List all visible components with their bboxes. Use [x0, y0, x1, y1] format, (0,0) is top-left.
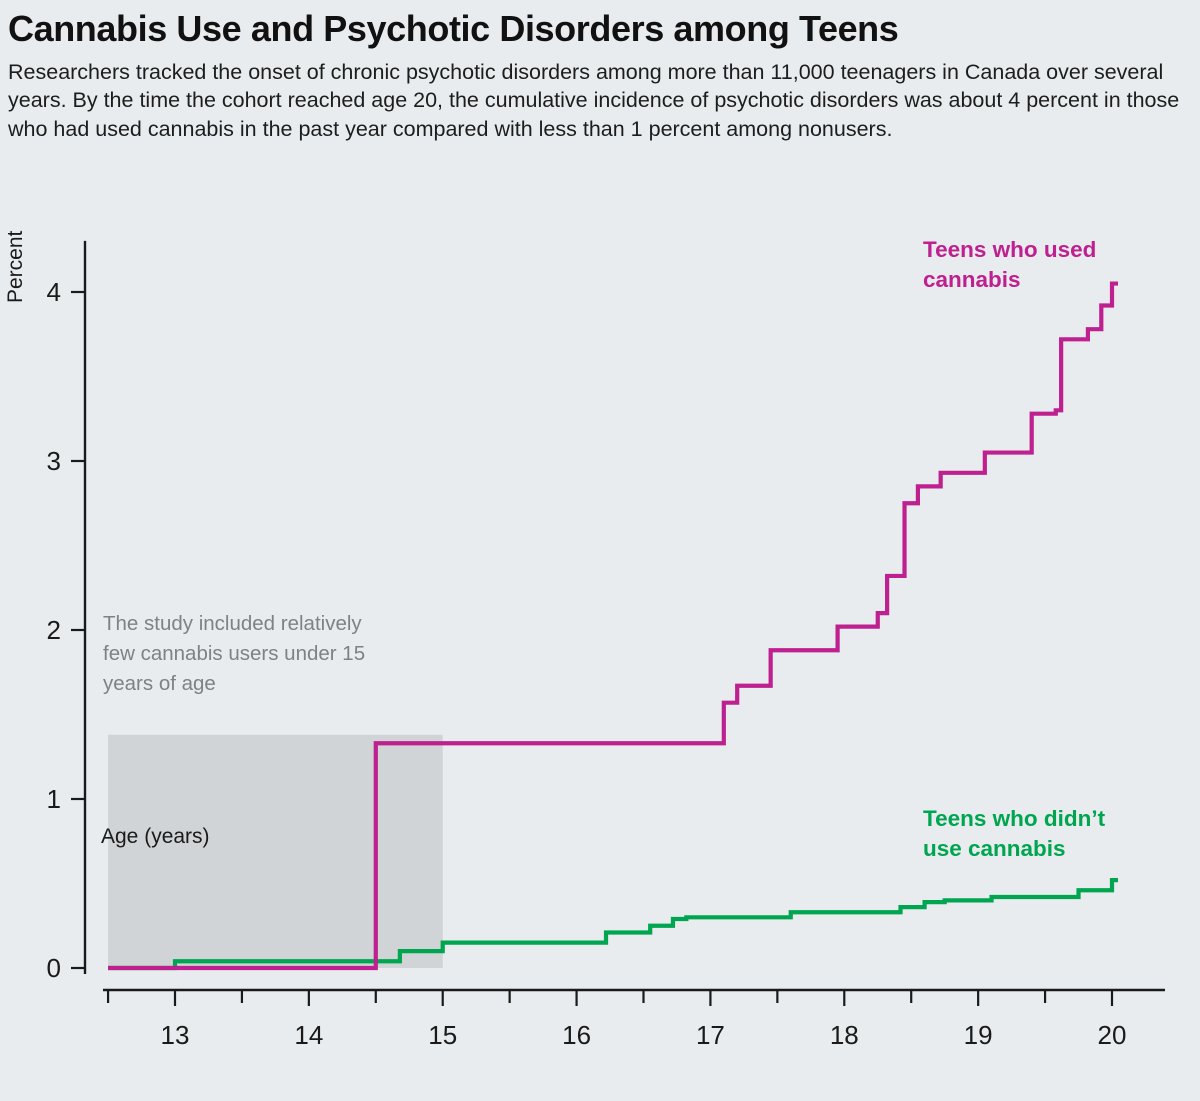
x-tick-label: 18	[830, 1020, 859, 1050]
x-axis-ticks	[106, 990, 1114, 1006]
y-axis-tick-labels: 0 1 2 3 4	[47, 277, 61, 983]
shaded-region-under-15	[108, 734, 443, 968]
x-tick-label: 15	[428, 1020, 457, 1050]
chart-header: Cannabis Use and Psychotic Disorders amo…	[8, 10, 1200, 144]
x-tick-label: 20	[1098, 1020, 1127, 1050]
y-tick-label: 0	[47, 953, 61, 983]
chart-svg: 0 1 2 3 4 13 14 15 16 17 18 19 20 Percent Age (year…	[4, 230, 1165, 1050]
annotation-note-line2: few cannabis users under 15	[103, 642, 365, 665]
y-tick-label: 3	[47, 446, 61, 476]
y-tick-label: 1	[47, 784, 61, 814]
x-tick-label: 14	[294, 1020, 323, 1050]
y-tick-label: 2	[47, 615, 61, 645]
x-tick-label: 16	[562, 1020, 591, 1050]
legend-label-cannabis-line2: cannabis	[923, 267, 1021, 292]
legend-label-no-cannabis-line1: Teens who didn’t	[923, 806, 1106, 831]
y-axis-ticks	[71, 290, 85, 970]
legend-label-cannabis-line1: Teens who used	[923, 237, 1096, 262]
annotation-note-line1: The study included relatively	[103, 612, 362, 635]
series-line-cannabis	[108, 281, 1118, 971]
chart-plot-area: 0 1 2 3 4 13 14 15 16 17 18 19 20 Percent Age (year…	[0, 218, 1200, 1101]
chart-subtitle: Researchers tracked the onset of chronic…	[8, 59, 1180, 141]
x-tick-label: 13	[161, 1020, 190, 1050]
x-axis-label: Age (years)	[101, 825, 210, 848]
x-axis-tick-labels: 13 14 15 16 17 18 19 20	[161, 1020, 1127, 1050]
legend-label-no-cannabis-line2: use cannabis	[923, 836, 1066, 861]
y-tick-label: 4	[47, 277, 61, 307]
page-title: Cannabis Use and Psychotic Disorders amo…	[8, 8, 899, 49]
x-tick-label: 17	[696, 1020, 725, 1050]
annotation-note-line3: years of age	[103, 672, 216, 695]
y-axis-label: Percent	[4, 230, 27, 303]
series-line-no-cannabis	[108, 878, 1118, 971]
x-tick-label: 19	[964, 1020, 993, 1050]
